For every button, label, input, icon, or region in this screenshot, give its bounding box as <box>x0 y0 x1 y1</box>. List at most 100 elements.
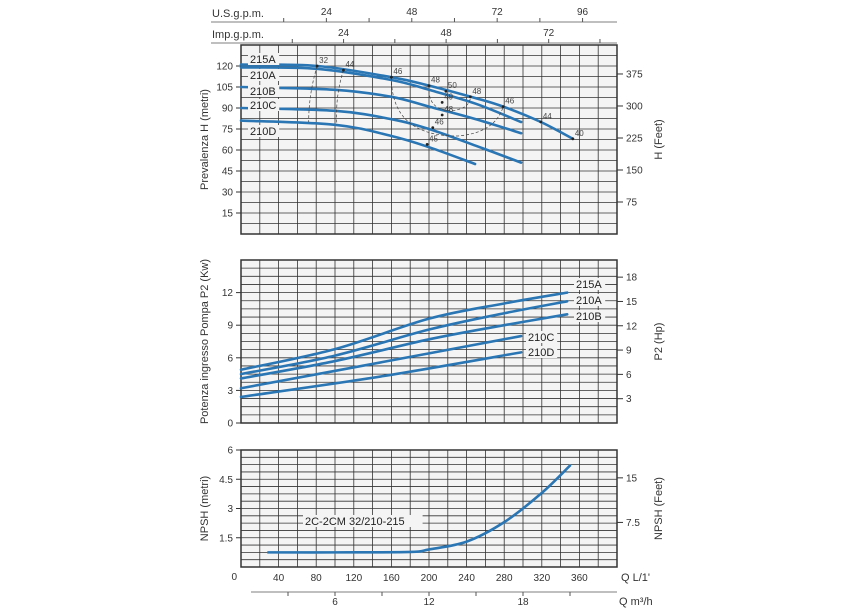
series-label-bg <box>248 69 280 81</box>
y-right-tick-label: 75 <box>626 197 638 208</box>
series-label: 210D <box>528 347 554 359</box>
y-tick-label: 0 <box>227 419 233 430</box>
curve-2c-2cm-32-210-215 <box>266 464 572 554</box>
y-right-tick-label: 225 <box>626 133 643 144</box>
efficiency-label: 50 <box>448 81 457 90</box>
x-axis-title: Q L/1' <box>621 572 650 584</box>
efficiency-isoline <box>428 85 471 112</box>
y-right-tick-label: 6 <box>626 370 632 381</box>
series-label-bg <box>248 125 280 137</box>
efficiency-label: 48 <box>444 105 453 114</box>
curve-215a <box>239 291 569 372</box>
efficiency-isoline <box>391 77 504 137</box>
efficiency-isoline <box>308 65 318 123</box>
y-right-tick-label: 300 <box>626 101 643 112</box>
efficiency-marker <box>390 75 393 79</box>
top-axis-tick-label: 72 <box>492 7 504 18</box>
efficiency-label: 46 <box>393 67 402 76</box>
top-axis-tick-label: 72 <box>543 28 555 39</box>
y-axis-title: Prevalenza H (metri) <box>199 89 211 190</box>
x-origin-label: 0 <box>231 572 237 583</box>
y-axis-title: Potenza ingresso Pompa P2 (Kw) <box>199 259 211 424</box>
x-tick-label: 240 <box>458 573 475 584</box>
efficiency-marker <box>539 120 543 124</box>
efficiency-label: 48 <box>472 87 481 96</box>
y-tick-label: 45 <box>222 167 234 178</box>
curve-210c <box>239 106 523 164</box>
x-tick-label: 280 <box>496 573 513 584</box>
series-label-bg <box>248 85 280 97</box>
y-tick-label: 3 <box>227 504 233 515</box>
series-label: 210A <box>576 295 602 307</box>
y-tick-label: 75 <box>222 125 234 136</box>
efficiency-marker <box>431 126 435 129</box>
y-right-tick-label: 15 <box>626 473 638 484</box>
y-tick-label: 4.5 <box>219 475 233 486</box>
curve-210c <box>239 334 523 390</box>
x-tick-label: 40 <box>273 573 285 584</box>
y-right-tick-label: 9 <box>626 346 632 357</box>
x-tick-label: 160 <box>383 573 400 584</box>
efficiency-marker <box>444 89 448 93</box>
x2-tick-label: 12 <box>423 597 435 608</box>
y-tick-label: 90 <box>222 104 234 115</box>
efficiency-marker <box>501 105 505 108</box>
efficiency-label: 46 <box>505 97 514 106</box>
x2-axis-title: Q m³/h <box>619 596 653 608</box>
y-tick-label: 60 <box>222 146 234 157</box>
series-label: 215A <box>250 54 276 66</box>
y-tick-label: 6 <box>227 446 233 457</box>
y-right-tick-label: 18 <box>626 273 638 284</box>
series-label: 2C-2CM 32/210-215 <box>305 516 405 528</box>
y-tick-label: 3 <box>227 386 233 397</box>
series-label: 210B <box>250 86 276 98</box>
series-label: 210A <box>250 70 276 82</box>
y-right-tick-label: 12 <box>626 321 638 332</box>
efficiency-marker <box>427 84 431 87</box>
top-axis-tick-label: 24 <box>321 7 333 18</box>
y-right-axis-title: H (Feet) <box>653 119 665 159</box>
series-label: 210C <box>528 332 554 344</box>
y-right-tick-label: 3 <box>626 394 632 405</box>
curve-210d <box>239 119 477 166</box>
x2-tick-label: 6 <box>332 597 338 608</box>
efficiency-label: 46 <box>435 118 444 127</box>
series-label: 215A <box>576 279 602 291</box>
efficiency-marker <box>440 101 444 104</box>
x-tick-label: 200 <box>421 573 438 584</box>
y-right-tick-label: 375 <box>626 69 643 80</box>
series-label: 210D <box>250 126 276 138</box>
y-tick-label: 105 <box>216 83 233 94</box>
y-tick-label: 12 <box>222 288 234 299</box>
series-label-bg <box>574 278 606 290</box>
top-axis-title: Imp.g.p.m. <box>212 29 264 41</box>
chart-panel-3: 1.5 3 4.5 6 7.5 15 NPSH (metri) NPSH (Feet) 2C-2… <box>199 446 665 609</box>
chart-panel-1: 15 30 45 60 75 90 105 120 75 150 225 300 375 Prevalen… <box>199 7 665 235</box>
series-label: 210B <box>576 311 602 323</box>
y-tick-label: 30 <box>222 188 234 199</box>
y-tick-label: 9 <box>227 321 233 332</box>
y-tick-label: 120 <box>216 62 233 73</box>
x-tick-label: 80 <box>311 573 323 584</box>
curve-210b <box>239 313 569 380</box>
efficiency-marker <box>571 137 575 141</box>
series-label-bg <box>574 294 606 306</box>
curve-210d <box>239 351 523 399</box>
y-right-axis-title: NPSH (Feet) <box>653 477 665 540</box>
y-right-tick-label: 150 <box>626 165 643 176</box>
series-label-bg <box>526 346 558 358</box>
chart-panel-2: 0 3 6 9 12 3 6 9 12 15 18 Potenza ingresso Pompa P2… <box>199 259 665 430</box>
x2-tick-label: 18 <box>517 597 529 608</box>
top-axis-tick-label: 48 <box>406 7 418 18</box>
efficiency-label: 44 <box>543 112 552 121</box>
efficiency-marker <box>315 64 319 68</box>
series-label-bg <box>303 515 423 527</box>
top-axis-tick-label: 48 <box>441 28 453 39</box>
efficiency-label: 40 <box>575 129 584 138</box>
efficiency-label: 49 <box>444 92 453 101</box>
efficiency-label: 32 <box>319 56 328 65</box>
efficiency-label: 45 <box>429 134 438 143</box>
y-tick-label: 15 <box>222 209 234 220</box>
curve-210a <box>239 66 523 124</box>
